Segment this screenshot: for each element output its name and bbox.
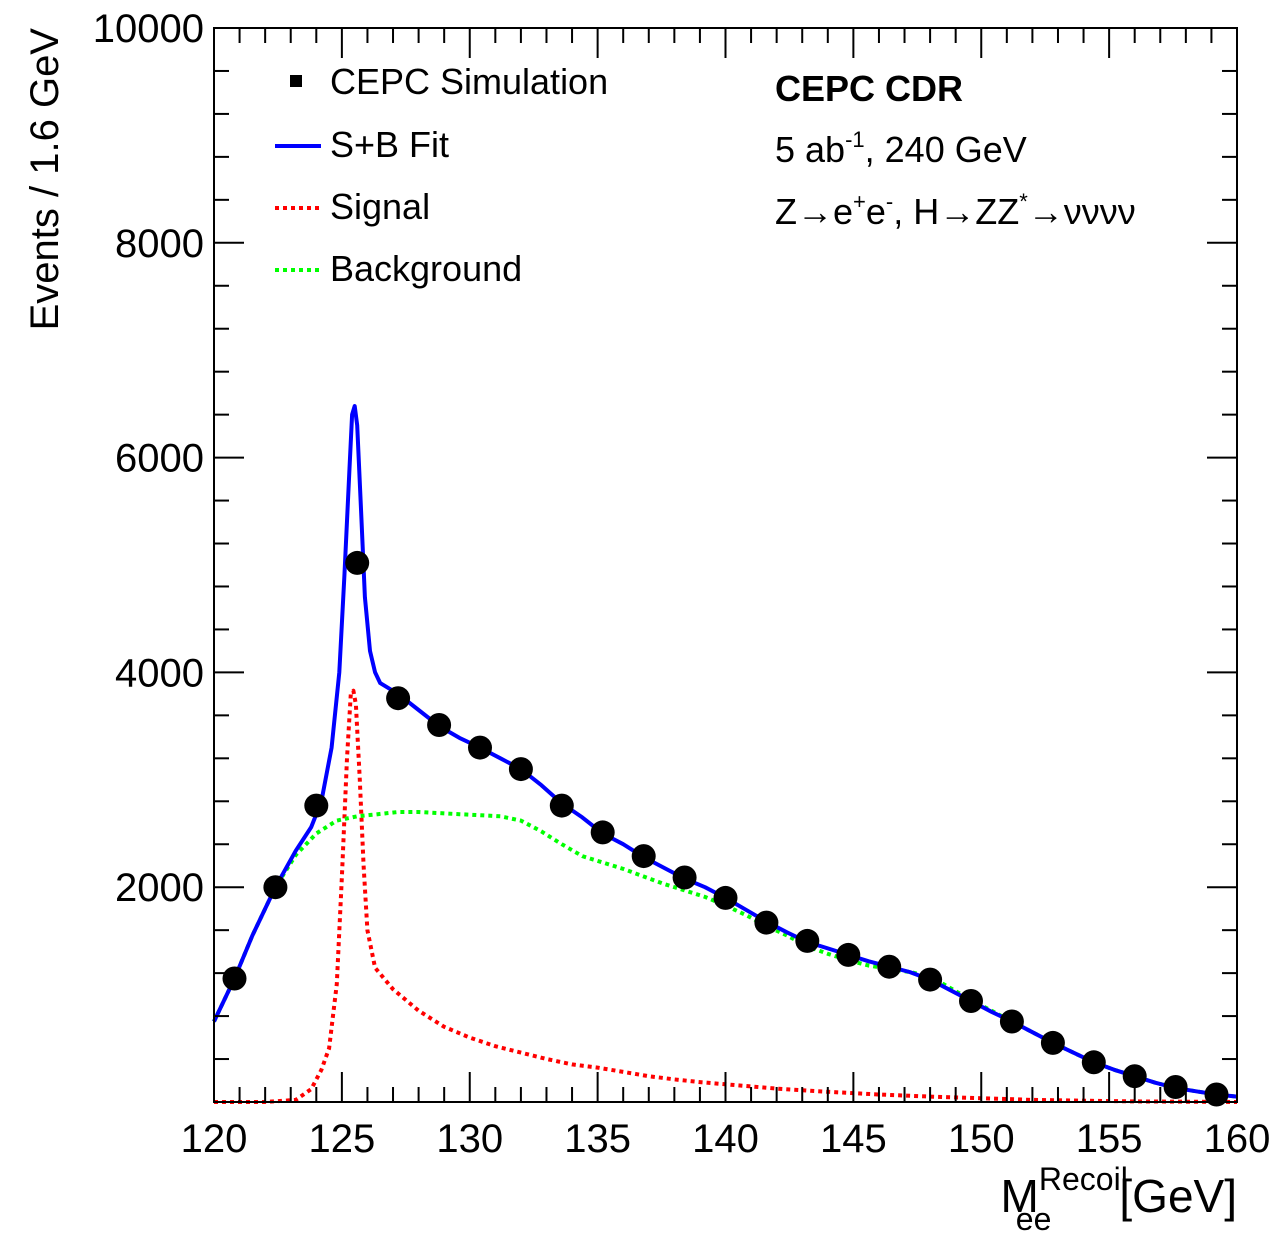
data-point	[1082, 1050, 1106, 1074]
y-axis-label: Events / 1.6 GeV	[23, 28, 67, 331]
data-point	[263, 875, 287, 899]
annotation-process-a: Z→e	[775, 191, 853, 232]
y-tick-label: 8000	[115, 222, 204, 266]
annotation-process-b: e	[866, 191, 886, 232]
legend-label-fit: S+B Fit	[330, 124, 449, 165]
x-tick-label: 135	[564, 1117, 631, 1161]
annotation-process-a-sup: +	[853, 189, 866, 214]
annotation-process-d: →νννν	[1028, 191, 1136, 232]
annotation-process: Z→e+e-, H→ZZ*→νννν	[775, 189, 1136, 232]
y-tick-label: 10000	[93, 7, 204, 51]
data-point	[1164, 1075, 1188, 1099]
legend-label-signal: Signal	[330, 186, 430, 227]
annotation-lumi-pre: 5 ab	[775, 129, 845, 170]
x-tick-label: 120	[181, 1117, 248, 1161]
data-point	[509, 757, 533, 781]
annotation-process-b-sup: -	[886, 189, 893, 214]
legend-label-background: Background	[330, 248, 522, 289]
data-point	[223, 967, 247, 991]
x-tick-label: 160	[1204, 1117, 1271, 1161]
legend-marker-simulation	[290, 75, 302, 87]
x-axis-label-unit: [GeV]	[1119, 1170, 1237, 1222]
data-point	[1000, 1010, 1024, 1034]
data-point	[959, 989, 983, 1013]
annotation-lumi-post: , 240 GeV	[865, 129, 1027, 170]
x-tick-label: 145	[820, 1117, 887, 1161]
legend-label-simulation: CEPC Simulation	[330, 61, 608, 102]
x-tick-label: 150	[948, 1117, 1015, 1161]
data-point	[632, 844, 656, 868]
data-point	[714, 886, 738, 910]
annotation-title: CEPC CDR	[775, 68, 963, 109]
annotation-lumi-sup: -1	[845, 127, 865, 152]
y-tick-label: 4000	[115, 651, 204, 695]
x-axis-label-sub: ee	[1016, 1201, 1052, 1236]
annotation-process-c: , H→ZZ	[893, 191, 1019, 232]
data-point	[795, 929, 819, 953]
data-point	[386, 686, 410, 710]
data-point	[877, 955, 901, 979]
x-tick-label: 140	[692, 1117, 759, 1161]
data-point	[468, 736, 492, 760]
x-tick-label: 130	[436, 1117, 503, 1161]
data-point	[1123, 1064, 1147, 1088]
y-tick-label: 6000	[115, 437, 204, 481]
data-point	[591, 820, 615, 844]
data-point	[836, 943, 860, 967]
data-point	[345, 551, 369, 575]
x-tick-label: 155	[1076, 1117, 1143, 1161]
data-point	[550, 794, 574, 818]
y-tick-label: 2000	[115, 866, 204, 910]
data-point	[427, 713, 451, 737]
x-axis-label-sup: Recoil	[1039, 1161, 1128, 1197]
data-point	[754, 911, 778, 935]
annotation-lumi: 5 ab-1, 240 GeV	[775, 127, 1027, 170]
x-tick-label: 125	[309, 1117, 376, 1161]
data-point	[1041, 1031, 1065, 1055]
data-point	[304, 794, 328, 818]
data-point	[918, 968, 942, 992]
data-point	[673, 866, 697, 890]
